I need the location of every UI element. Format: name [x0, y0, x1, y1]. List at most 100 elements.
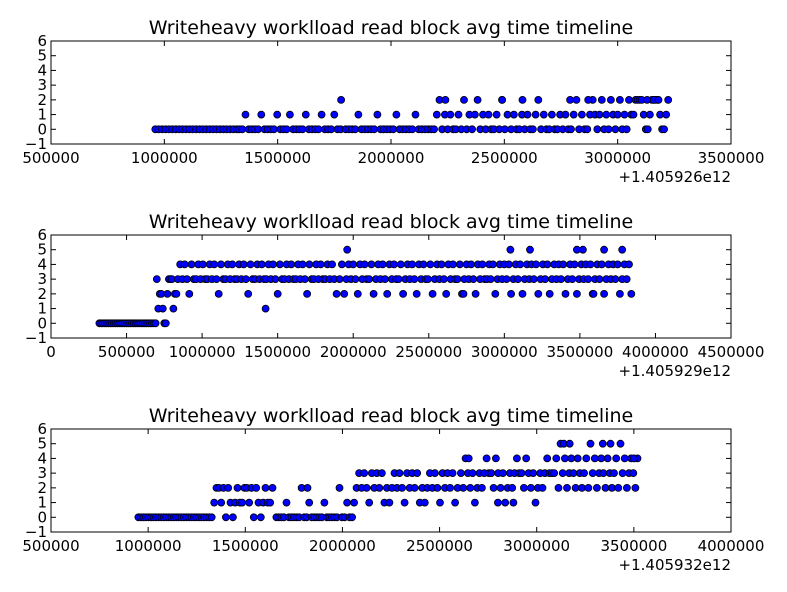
- data-point: [163, 289, 172, 298]
- x-tick-label: 500000: [98, 343, 155, 361]
- data-point: [646, 110, 654, 119]
- data-point: [378, 260, 387, 269]
- data-point: [214, 289, 223, 298]
- data-point: [433, 483, 442, 492]
- data-point: [610, 469, 618, 478]
- data-point: [383, 289, 392, 298]
- data-point: [597, 260, 606, 269]
- data-point: [261, 304, 270, 313]
- data-point: [446, 483, 455, 492]
- data-point: [453, 275, 462, 284]
- data-point: [328, 260, 337, 269]
- data-point: [492, 110, 501, 119]
- data-point: [629, 469, 638, 478]
- x-tick-label: 2000000: [358, 149, 425, 167]
- data-point: [569, 110, 578, 119]
- data-point: [627, 289, 636, 298]
- data-point: [287, 260, 296, 269]
- data-point: [320, 498, 329, 507]
- data-point: [503, 110, 512, 119]
- data-point: [330, 110, 339, 119]
- data-point: [459, 483, 468, 492]
- data-point: [613, 110, 622, 119]
- data-point: [161, 319, 170, 328]
- data-point: [428, 289, 437, 298]
- data-point: [471, 289, 480, 298]
- data-point: [282, 125, 291, 134]
- x-tick-label: 3000000: [584, 149, 651, 167]
- data-point: [563, 483, 571, 492]
- subplot-2: Writeheavy worklload read block avg time…: [25, 211, 765, 380]
- data-point: [246, 260, 255, 269]
- x-tick-label: 1500000: [244, 149, 311, 167]
- data-point: [198, 260, 207, 269]
- data-point: [523, 110, 532, 119]
- data-point: [623, 483, 631, 492]
- data-point: [629, 110, 638, 119]
- data-point: [349, 260, 358, 269]
- data-point: [527, 483, 535, 492]
- data-point: [613, 260, 622, 269]
- data-point: [510, 110, 518, 119]
- data-point: [614, 483, 623, 492]
- data-point: [437, 260, 446, 269]
- data-point: [625, 96, 633, 104]
- data-point: [529, 125, 537, 134]
- data-point: [360, 260, 369, 269]
- data-point: [618, 469, 627, 478]
- data-point: [598, 439, 607, 448]
- data-point: [608, 483, 616, 492]
- y-tick-label: 5: [37, 47, 47, 65]
- data-point: [439, 275, 448, 284]
- data-point: [620, 110, 629, 119]
- y-tick-label: 2: [37, 285, 47, 303]
- data-point: [541, 275, 549, 284]
- data-point: [385, 498, 394, 507]
- data-point: [419, 260, 428, 269]
- data-point: [586, 260, 595, 269]
- y-tick-label: −1: [25, 523, 47, 541]
- data-point: [534, 96, 543, 104]
- data-point: [217, 260, 225, 269]
- data-point: [362, 483, 371, 492]
- data-point: [466, 483, 475, 492]
- data-point: [558, 469, 567, 478]
- data-point: [590, 454, 599, 463]
- data-point: [611, 125, 620, 134]
- data-point: [464, 454, 473, 463]
- data-point: [532, 260, 540, 269]
- x-tick-label: 3000000: [503, 537, 570, 555]
- x-tick-label: 2500000: [471, 149, 538, 167]
- data-point: [573, 454, 582, 463]
- data-point: [604, 125, 613, 134]
- data-point: [381, 275, 389, 284]
- data-point: [266, 498, 275, 507]
- data-point: [595, 275, 604, 284]
- data-point: [353, 289, 362, 298]
- data-point: [616, 289, 624, 298]
- data-point: [460, 96, 468, 104]
- data-point: [446, 110, 455, 119]
- x-tick-label: 2500000: [395, 343, 462, 361]
- data-point: [507, 289, 516, 298]
- data-point: [643, 125, 652, 134]
- data-point: [517, 469, 526, 478]
- data-point: [612, 454, 621, 463]
- data-point: [468, 469, 477, 478]
- data-point: [529, 469, 538, 478]
- data-point: [343, 498, 352, 507]
- y-tick-label: −1: [25, 329, 47, 347]
- data-point: [569, 469, 578, 478]
- data-point: [531, 110, 540, 119]
- x-offset-label: +1.405926e12: [619, 168, 731, 186]
- data-point: [451, 498, 460, 507]
- data-point: [603, 454, 612, 463]
- data-point: [268, 483, 277, 492]
- data-point: [529, 275, 538, 284]
- x-tick-label: 3500000: [600, 537, 667, 555]
- data-point: [557, 275, 565, 284]
- data-point: [245, 498, 254, 507]
- data-point: [477, 483, 486, 492]
- data-point: [392, 110, 401, 119]
- data-point: [568, 275, 577, 284]
